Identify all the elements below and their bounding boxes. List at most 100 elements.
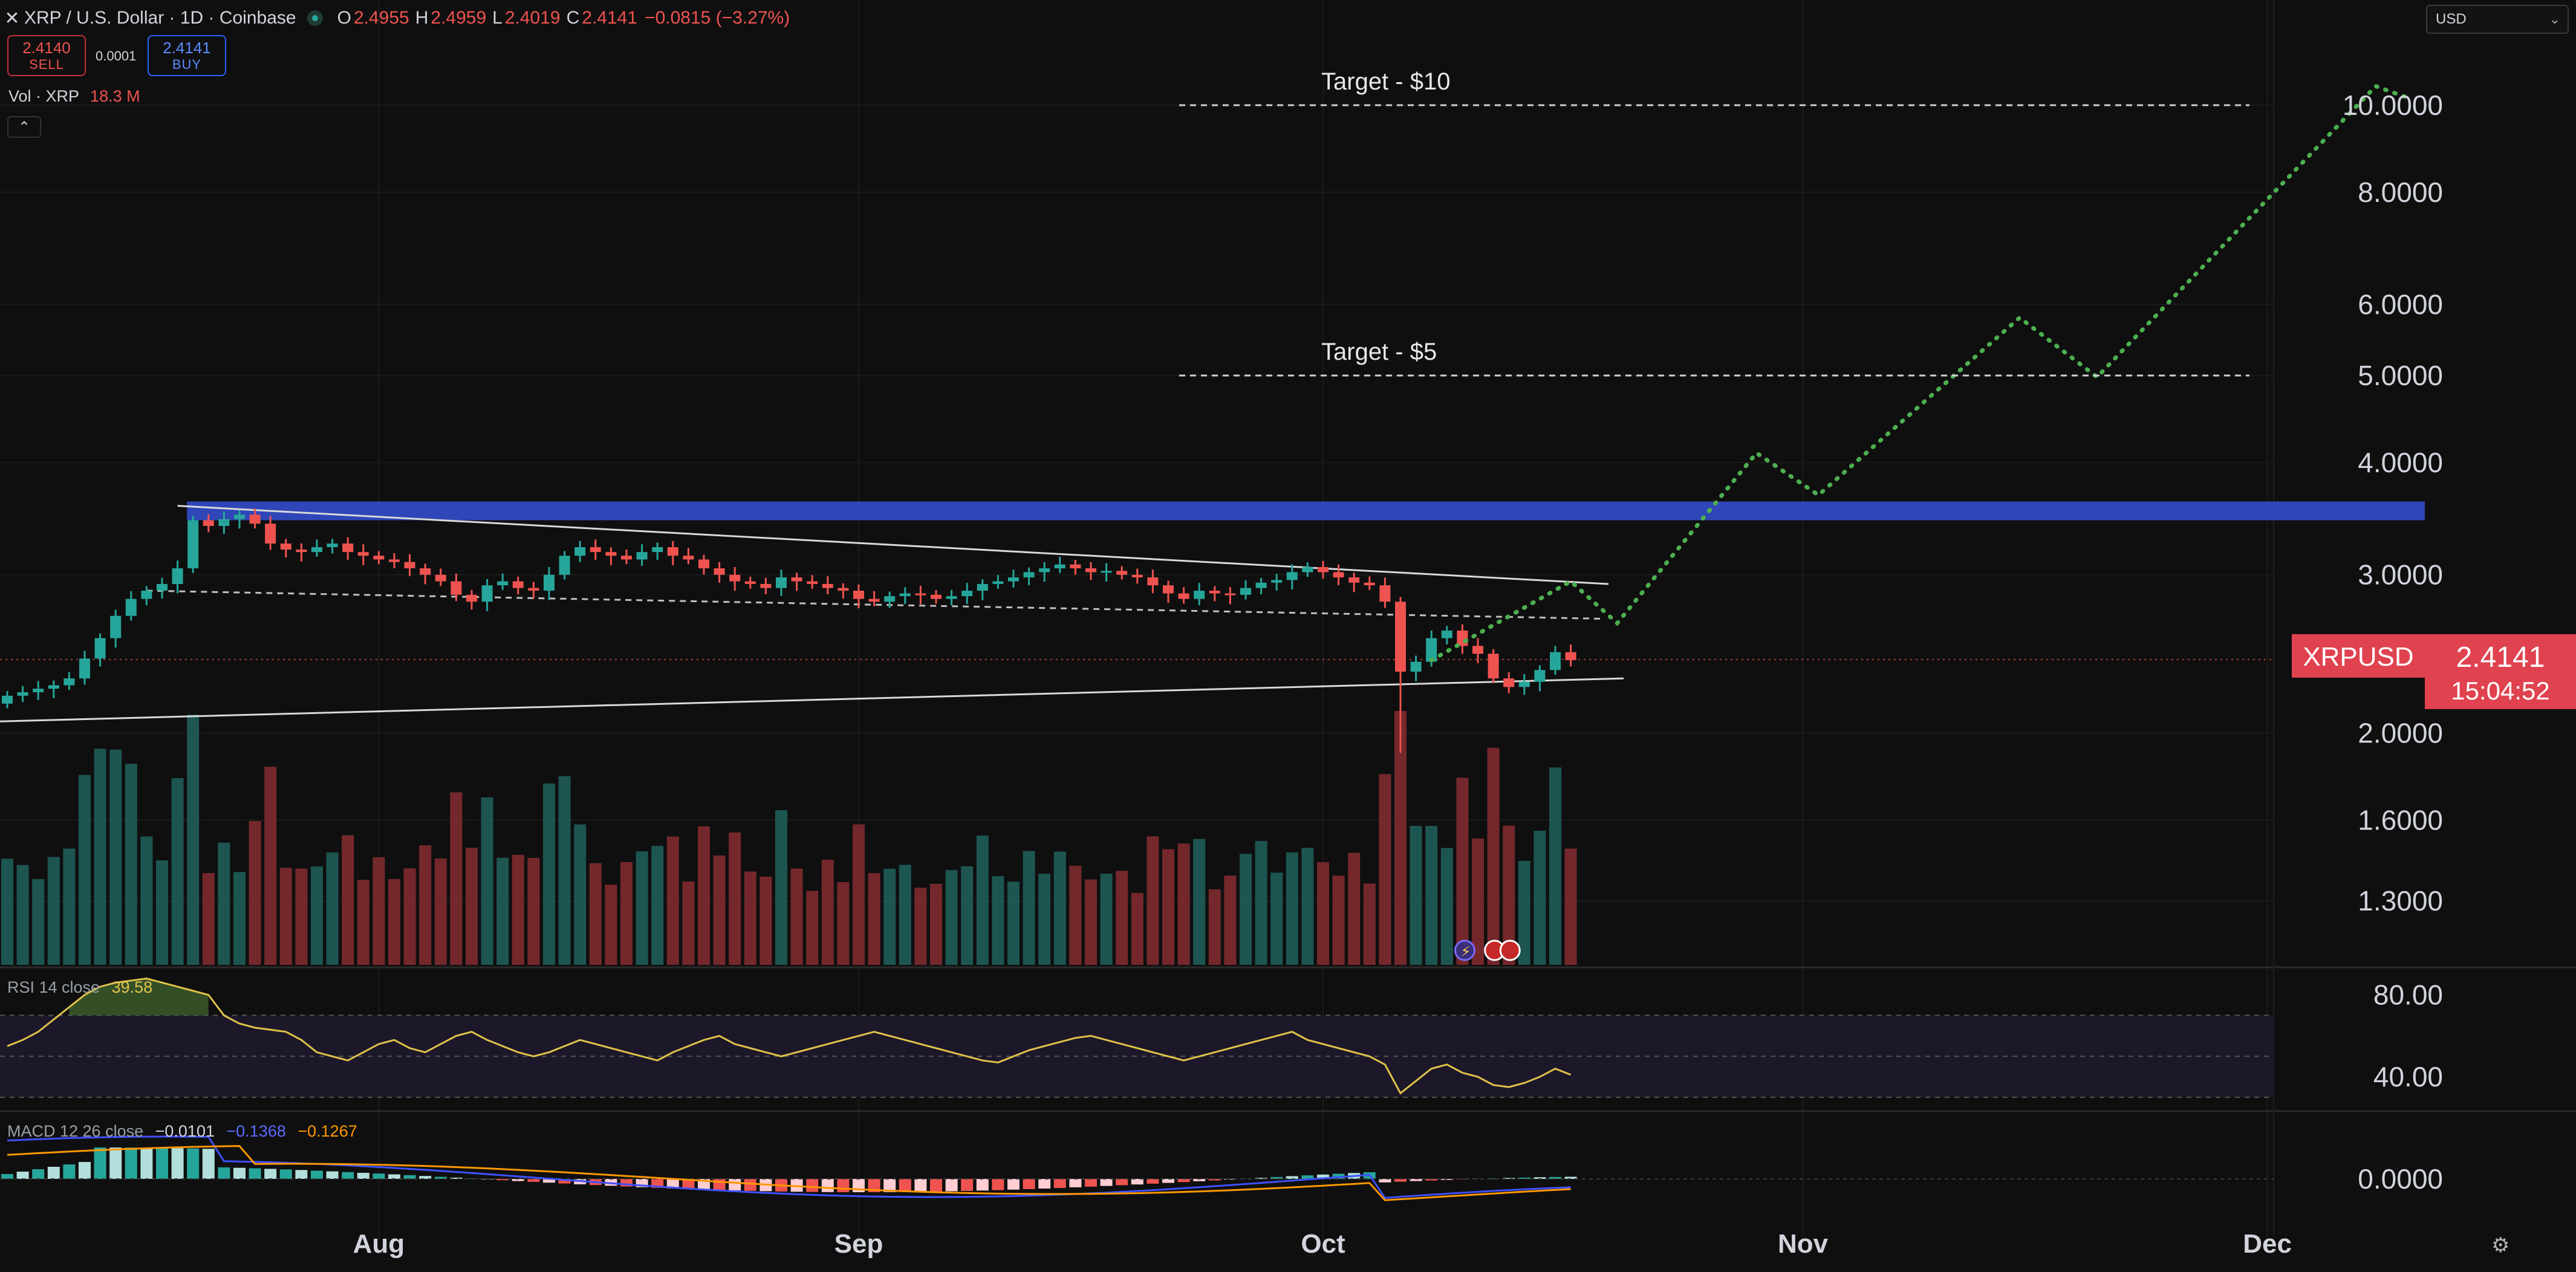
x-tick-label: Dec <box>2243 1229 2292 1259</box>
macd-histogram-bar <box>140 1147 153 1179</box>
candle-body <box>698 559 709 569</box>
candle-body <box>94 638 106 659</box>
macd-histogram-bar <box>512 1179 524 1181</box>
candle-body <box>357 552 369 556</box>
candle-body <box>899 593 911 597</box>
volume-bar <box>16 865 29 965</box>
lightning-glyph: ⚡ <box>1460 944 1471 960</box>
candle-body <box>79 658 90 679</box>
volume-bars <box>1 711 1577 965</box>
candle-body <box>450 581 462 595</box>
candle-body <box>1147 577 1159 586</box>
x-tick-label: Sep <box>834 1229 883 1259</box>
candle-body <box>1178 593 1189 599</box>
candle-body <box>729 574 741 582</box>
collapse-legend-button[interactable]: ⌃ <box>7 116 41 138</box>
settings-icon[interactable]: ⚙ <box>2491 1234 2510 1257</box>
volume-bar <box>1487 747 1500 965</box>
candle-body <box>280 544 291 550</box>
candle-body <box>667 547 678 556</box>
volume-bar <box>1534 831 1546 965</box>
volume-bar <box>1394 711 1407 965</box>
candle-body <box>187 520 199 569</box>
macd-histogram-bar <box>605 1179 617 1186</box>
volume-bar <box>883 869 896 965</box>
macd-histogram-bar <box>1301 1175 1314 1179</box>
candle-body <box>1085 568 1096 573</box>
candle-body <box>636 552 648 560</box>
x-tick-label: Nov <box>1778 1229 1829 1259</box>
volume-bar <box>976 836 989 965</box>
candle-body <box>342 544 354 553</box>
candle-body <box>1333 572 1344 578</box>
volume-bar <box>1069 866 1082 965</box>
candle-body <box>172 568 183 584</box>
sell-button[interactable]: 2.4140 SELL <box>7 35 86 76</box>
candle-body <box>1070 564 1081 569</box>
us-flag-event-icon <box>1499 939 1521 961</box>
candle-body <box>528 588 539 591</box>
macd-histogram-bar <box>434 1176 447 1179</box>
macd-histogram-bar <box>450 1177 463 1179</box>
candle-body <box>296 550 307 553</box>
volume-bar <box>790 868 803 965</box>
candle-body <box>714 568 725 575</box>
volume-bar <box>1038 874 1051 965</box>
macd-histogram-bar <box>1116 1179 1128 1186</box>
volume-bar <box>1085 879 1097 965</box>
volume-legend[interactable]: Vol · XRP 18.3 M <box>8 87 140 106</box>
volume-bar <box>1472 839 1484 965</box>
rsi-legend[interactable]: RSI 14 close 39.58 <box>7 978 152 997</box>
macd-histogram-bar <box>1147 1179 1159 1184</box>
buy-button[interactable]: 2.4141 BUY <box>148 35 226 76</box>
volume-bar <box>156 860 168 965</box>
y-tick-label: 1.3000 <box>2358 885 2443 917</box>
macd-histogram-bar <box>63 1164 76 1179</box>
candle-body <box>683 556 694 560</box>
close-icon[interactable]: ✕ <box>4 8 20 28</box>
volume-bar <box>342 835 354 965</box>
ohlc-value-o: 2.4955 <box>353 8 409 28</box>
macd-histogram-bar <box>1193 1179 1206 1181</box>
volume-bar <box>682 881 695 965</box>
support-dashed-line <box>146 589 1603 620</box>
volume-bar <box>63 848 76 965</box>
resistance-zone <box>187 501 2425 521</box>
ohlc-key-h: H <box>415 8 429 28</box>
volume-bar <box>1270 872 1283 965</box>
candle-body <box>110 615 122 638</box>
candle-body <box>1410 661 1422 672</box>
volume-bar <box>1410 826 1422 965</box>
ohlc-key-l: L <box>492 8 503 28</box>
volume-bar <box>171 777 184 965</box>
macd-histogram-bar <box>419 1176 432 1179</box>
y-tick-label: 2.0000 <box>2358 717 2443 748</box>
volume-bar <box>1363 883 1376 965</box>
volume-bar <box>698 826 710 965</box>
volume-bar <box>1116 871 1128 965</box>
macd-histogram-bar <box>372 1173 385 1179</box>
macd-histogram-bar <box>94 1147 106 1179</box>
annotations: Target - $10 Target - $5 ⚡ <box>1179 68 2249 961</box>
volume-bar <box>357 880 369 965</box>
currency-select[interactable]: USD ⌄ <box>2426 5 2569 34</box>
candle-body <box>466 594 477 602</box>
macd-histogram-bar <box>1069 1179 1082 1187</box>
volume-bar <box>419 845 432 965</box>
macd-histogram-bar <box>295 1170 308 1179</box>
symbol-title[interactable]: XRP / U.S. Dollar · 1D · Coinbase <box>24 8 296 28</box>
candle-body <box>822 583 833 588</box>
macd-legend[interactable]: MACD 12 26 close −0.0101 −0.1368 −0.1267 <box>7 1122 357 1141</box>
y-tick-label: 4.0000 <box>2358 447 2443 478</box>
volume-bar <box>94 748 106 965</box>
volume-bar <box>279 868 292 965</box>
candle-body <box>497 581 509 586</box>
volume-bar <box>1131 893 1143 965</box>
macd-histogram-bar <box>1456 1179 1469 1180</box>
volume-bar <box>233 872 246 965</box>
price-change: −0.0815 (−3.27%) <box>645 8 790 28</box>
market-status-icon[interactable] <box>307 10 323 26</box>
macd-signal-value: −0.1368 <box>226 1122 286 1140</box>
volume-bar <box>620 862 633 965</box>
